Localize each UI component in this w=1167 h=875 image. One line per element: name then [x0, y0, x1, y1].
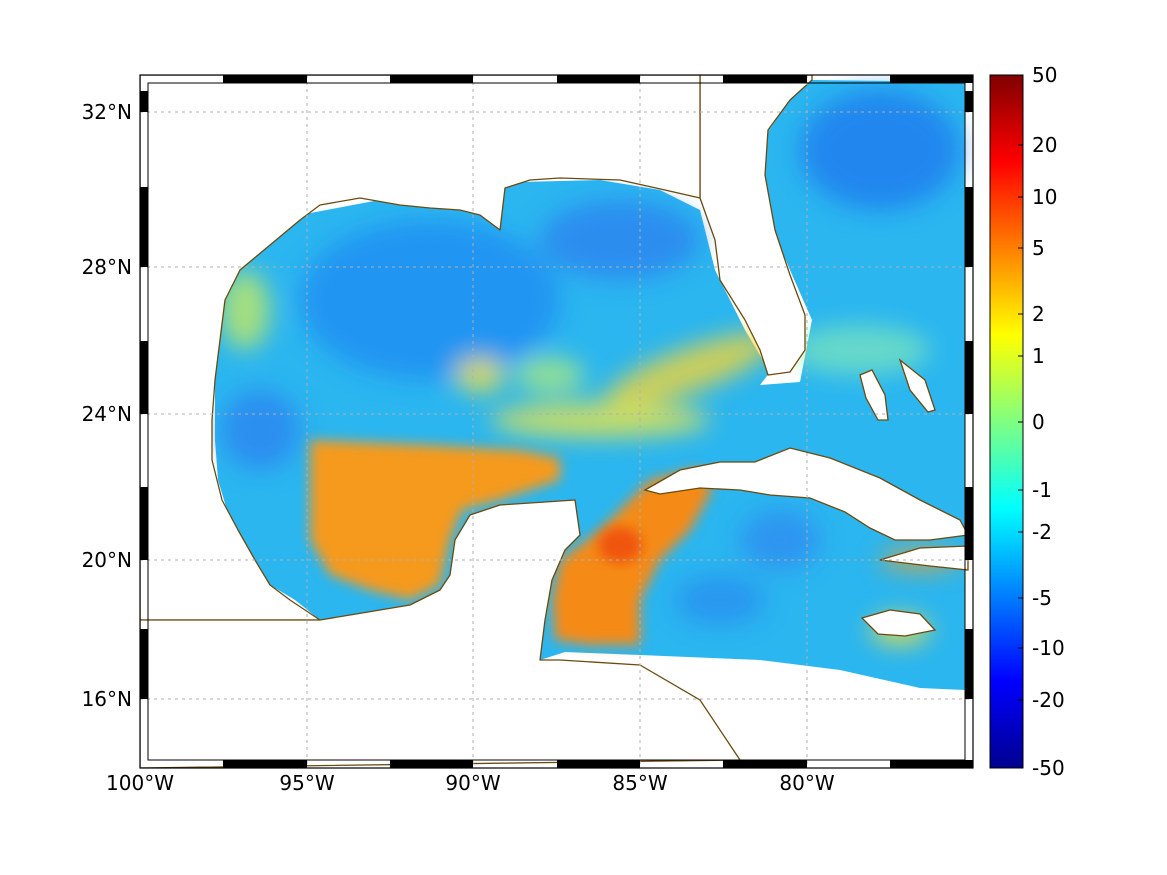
colorbar-tick-label: 0	[1032, 410, 1045, 434]
land-bahamas-2	[898, 358, 936, 413]
colorbar-tick-label: 2	[1032, 302, 1045, 326]
land-jamaica	[860, 609, 937, 637]
land-bahamas	[859, 369, 889, 421]
lon-tick-label: 95°W	[279, 771, 334, 795]
colorbar-tick-label: 20	[1032, 133, 1057, 157]
lat-tick-label: 28°N	[82, 255, 132, 279]
lon-tick-label: 90°W	[445, 771, 500, 795]
land-florida	[699, 75, 813, 376]
lat-tick-label: 32°N	[82, 100, 132, 124]
colorbar-tick-label: -2	[1032, 520, 1052, 544]
ocean-field	[215, 80, 965, 690]
colorbar-gradient	[989, 74, 1024, 769]
colorbar-tick-label: -20	[1032, 688, 1065, 712]
graticule	[140, 75, 973, 768]
hot-spot	[598, 527, 642, 563]
colorbar-tick-label: -10	[1032, 636, 1065, 660]
lon-tick-label: 100°W	[106, 771, 174, 795]
colorbar-tick-label: -50	[1032, 756, 1065, 780]
land-mexico-central-america	[140, 499, 741, 768]
latitude-labels: 32°N 28°N 24°N 20°N 16°N	[82, 100, 132, 711]
lat-tick-label: 24°N	[82, 402, 132, 426]
colorbar-tick-label: 1	[1032, 344, 1045, 368]
lat-tick-label: 20°N	[82, 548, 132, 572]
colorbar-tick-label: -5	[1032, 586, 1052, 610]
lon-tick-label: 80°W	[779, 771, 834, 795]
ocean-features	[220, 90, 960, 645]
colorbar-tick-label: 10	[1032, 185, 1057, 209]
lat-tick-label: 16°N	[82, 687, 132, 711]
colorbar-tick-label: 50	[1032, 63, 1057, 87]
longitude-labels: 100°W 95°W 90°W 85°W 80°W	[106, 771, 835, 795]
colorbar-tick-label: 5	[1032, 236, 1045, 260]
lon-tick-label: 85°W	[612, 771, 667, 795]
map-frame	[139, 74, 974, 769]
land-cuba	[643, 447, 970, 541]
colorbar-tick-label: -1	[1032, 478, 1052, 502]
coastlines	[643, 358, 970, 637]
